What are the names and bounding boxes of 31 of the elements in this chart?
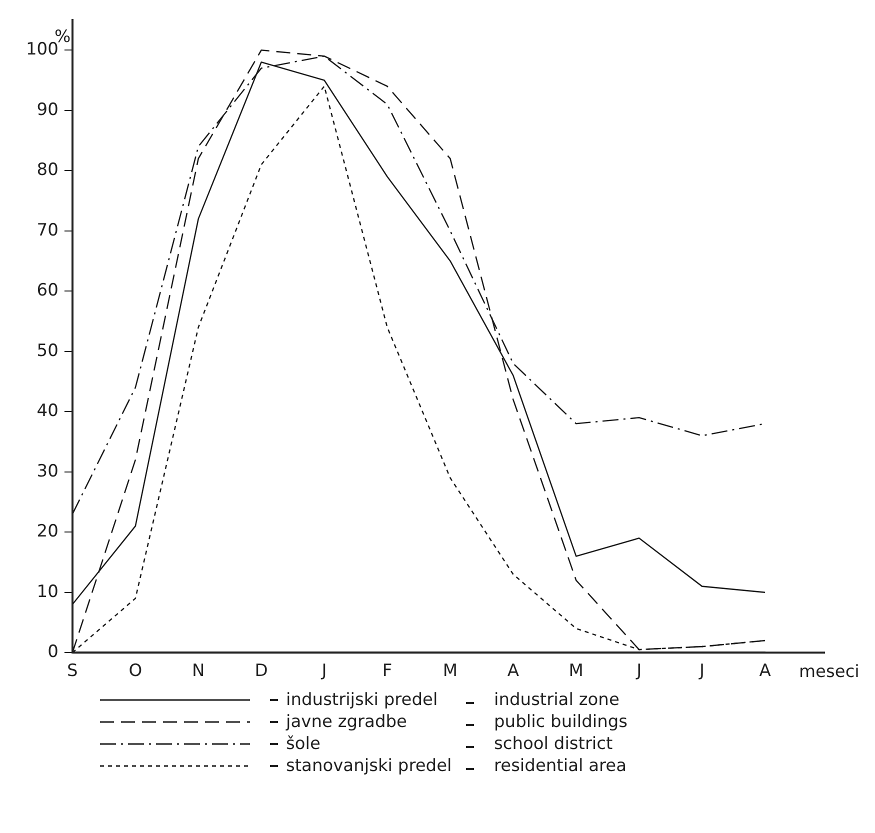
x-tick-label: O	[128, 661, 142, 682]
x-tick-label: M	[442, 661, 458, 682]
y-tick-label: 20	[36, 522, 58, 542]
x-tick-label: M	[568, 661, 584, 682]
x-tick-label: S	[67, 661, 78, 682]
text: public buildings	[494, 712, 629, 732]
x-tick-label: J	[320, 661, 327, 682]
x-tick-label: J	[636, 661, 642, 682]
legend-label: stanovanjski predel	[286, 756, 453, 776]
legend-label: javne zgradbe	[286, 712, 408, 732]
x-tick-label: F	[382, 661, 392, 682]
text: school district	[494, 734, 614, 754]
text: residential area	[494, 756, 628, 776]
x-tick-label: N	[192, 661, 205, 682]
y-tick-label: 80	[36, 160, 58, 180]
legend-label: industrijski predel	[286, 690, 439, 710]
y-tick-label: 90	[36, 100, 58, 120]
y-tick-label: 30	[36, 461, 58, 482]
x-axis-title: meseci	[799, 662, 860, 682]
y-tick-label: 50	[36, 340, 58, 361]
y-tick-label: 60	[36, 280, 58, 301]
y-tick-label: 40	[36, 401, 58, 422]
x-tick-label: A	[507, 661, 520, 682]
y-tick-label: 0	[48, 642, 58, 662]
y-tick-label: 70	[36, 220, 58, 240]
x-tick-label: J	[698, 661, 705, 682]
text: industrial zone	[494, 690, 620, 710]
x-tick-label: A	[759, 661, 772, 682]
x-tick-label: D	[254, 661, 268, 682]
y-tick-label: 10	[36, 582, 58, 602]
legend-label: šole	[286, 734, 322, 754]
